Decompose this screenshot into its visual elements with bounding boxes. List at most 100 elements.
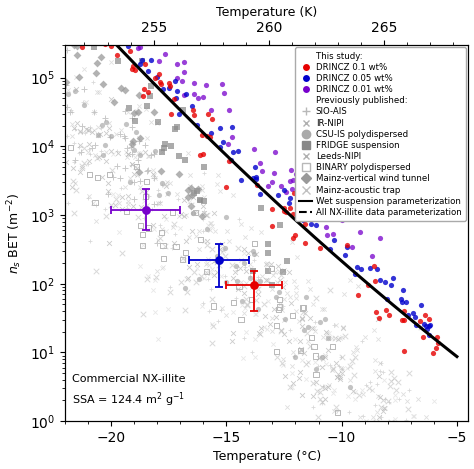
Point [130,171,138,178]
Point [170,96,177,103]
Point [398,316,405,324]
Point [281,279,289,286]
Point [209,323,217,330]
Point [374,265,381,273]
Point [376,359,384,367]
Point [348,243,356,250]
Point [275,303,283,311]
Point [378,451,385,459]
Point [202,267,210,275]
Point [292,307,300,315]
Point [310,324,318,331]
Point [75,73,83,81]
Point [418,302,425,309]
Point [187,202,195,210]
Point [118,193,126,201]
Point [85,157,92,164]
Point [331,334,338,341]
Point [236,215,243,223]
Point [296,337,304,344]
Point [429,349,437,357]
Point [318,398,326,406]
Point [330,386,338,393]
Point [308,334,316,341]
Point [94,131,102,138]
Point [400,347,408,355]
Point [305,358,312,366]
Point [101,114,109,121]
Point [134,213,142,221]
Point [132,163,140,171]
Point [322,360,330,368]
Point [370,262,377,270]
Point [330,407,337,415]
Point [276,277,284,284]
Point [132,118,139,125]
Point [283,289,291,297]
Point [337,365,345,373]
Point [142,188,150,196]
Point [145,67,152,75]
Point [108,201,115,208]
Point [147,83,155,90]
Point [99,174,106,181]
Point [66,109,73,116]
Point [300,421,307,428]
Point [219,249,226,256]
Point [128,160,136,167]
Point [364,281,372,288]
Point [244,301,251,308]
Point [374,393,382,400]
Point [264,267,272,275]
Point [299,216,307,223]
Point [114,14,121,22]
Point [84,126,91,134]
Point [381,279,389,286]
Point [334,374,341,381]
Point [336,335,343,342]
Point [324,334,332,342]
Point [328,334,336,341]
Point [115,30,123,38]
Point [149,166,156,174]
Point [76,149,83,157]
Point [261,312,269,320]
Point [279,361,286,369]
Point [129,137,137,145]
Point [328,367,336,374]
Point [208,129,215,136]
Point [250,266,257,274]
Point [289,348,296,356]
Point [254,305,261,313]
Point [299,304,307,312]
Point [105,187,112,195]
Point [385,398,392,405]
Point [189,227,196,235]
Point [137,263,144,270]
Point [323,330,331,337]
Point [78,165,86,172]
Point [104,179,112,187]
Point [151,148,159,155]
Point [392,442,400,450]
Point [417,439,424,446]
Point [208,246,216,253]
Point [175,152,183,160]
Point [297,346,304,354]
Point [147,56,155,64]
Point [130,196,138,203]
Point [273,321,280,329]
Point [64,199,72,206]
Point [301,190,309,198]
Point [268,281,276,288]
Point [156,221,164,228]
Point [109,191,117,198]
Point [150,171,157,178]
Point [289,234,297,242]
Point [338,353,346,361]
Point [177,210,185,218]
Point [213,258,220,265]
Point [151,174,158,182]
Point [240,246,247,253]
Point [68,183,76,190]
